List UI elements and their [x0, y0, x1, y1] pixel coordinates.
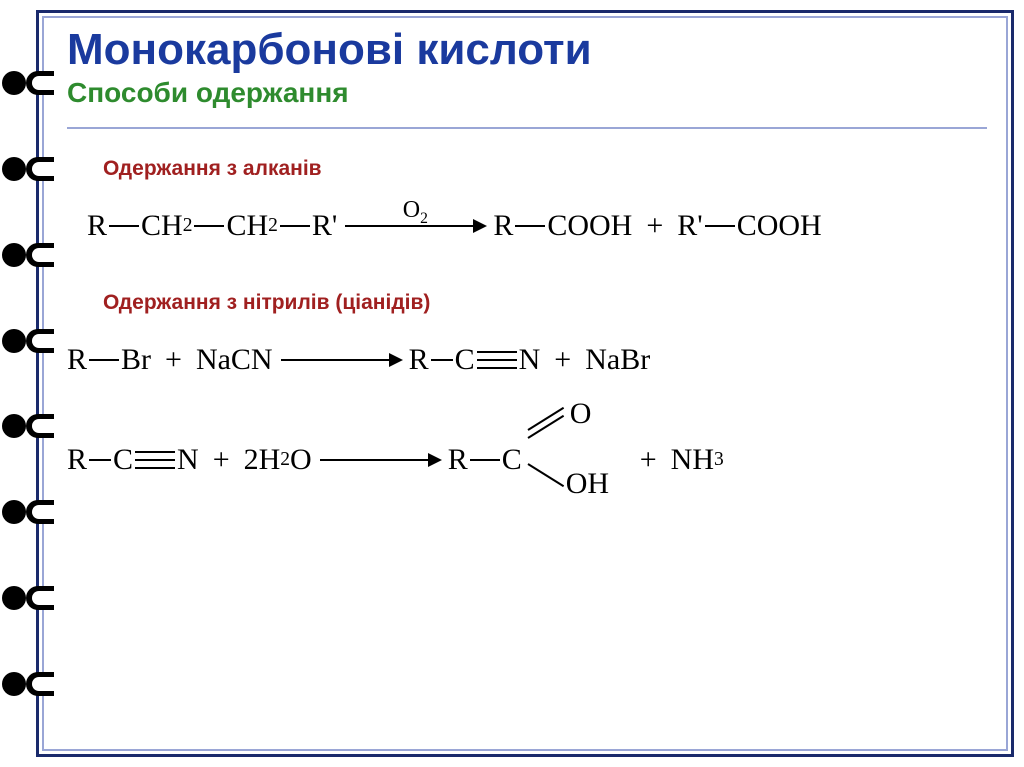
triple-bond [135, 451, 175, 469]
triple-bond [477, 351, 517, 369]
spiral-ring [2, 153, 50, 185]
title-divider [67, 127, 987, 129]
spiral-ring [2, 325, 50, 357]
spiral-ring [2, 410, 50, 442]
slide-content: Монокарбонові кислоти Способи одержання … [67, 25, 987, 543]
section-label-2: Одержання з нітрилів (ціанідів) [103, 291, 987, 315]
slide-background: Монокарбонові кислоти Способи одержання … [0, 0, 1024, 767]
spiral-binding [2, 0, 50, 767]
reaction-arrow: O2 [345, 225, 485, 227]
carboxyl-group: C O OH [502, 425, 590, 495]
section-label-1: Одержання з алканів [103, 157, 987, 181]
spiral-ring [2, 496, 50, 528]
reaction-3: RCN + 2H2O R C O OH + NH3 [67, 425, 987, 495]
reaction-1: RCH2CH2R' O2 RCOOH + R'COOH [87, 209, 987, 243]
arrow-label-o2: O2 [403, 197, 428, 228]
spiral-ring [2, 668, 50, 700]
slide-frame: Монокарбонові кислоти Способи одержання … [36, 10, 1014, 757]
spiral-ring [2, 582, 50, 614]
slide-subtitle: Способи одержання [67, 77, 987, 109]
reaction-2: RBr + NaCN RCN + NaBr [67, 343, 987, 377]
spiral-ring [2, 239, 50, 271]
slide-title: Монокарбонові кислоти [67, 25, 987, 75]
reaction-arrow [281, 359, 401, 361]
spiral-ring [2, 67, 50, 99]
reaction-arrow [320, 459, 440, 461]
